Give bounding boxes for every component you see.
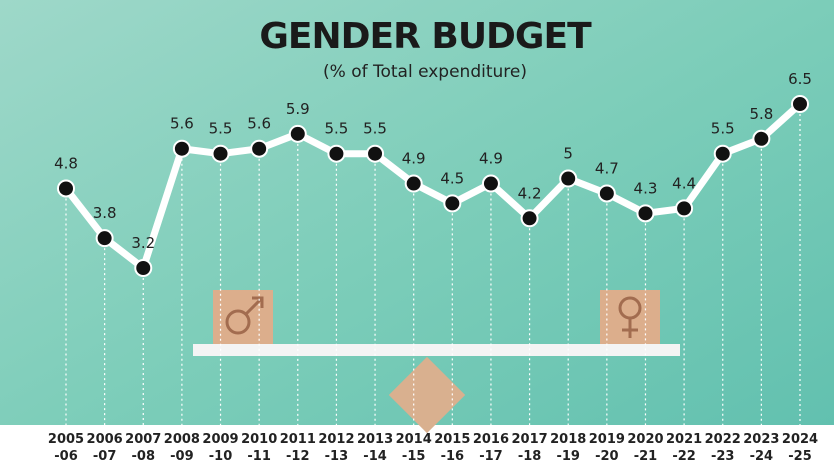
value-label: 4.9 <box>402 150 426 168</box>
x-tick-label: -16 <box>441 449 465 464</box>
value-label: 5 <box>563 145 573 163</box>
value-label: 4.2 <box>518 184 542 202</box>
chart-title: GENDER BUDGET <box>259 16 592 57</box>
value-label: 5.5 <box>324 120 348 138</box>
x-tick-label: 2014 <box>396 432 432 447</box>
x-tick-label: 2009 <box>202 432 238 447</box>
x-tick-label: 2021 <box>666 432 702 447</box>
point <box>251 141 267 157</box>
value-label: 4.4 <box>672 174 696 192</box>
x-tick-label: -20 <box>595 449 619 464</box>
x-tick-label: -18 <box>518 449 542 464</box>
value-label: 4.3 <box>634 179 658 197</box>
x-tick-label: 2015 <box>434 432 470 447</box>
point <box>367 146 383 162</box>
x-tick-label: 2023 <box>743 432 779 447</box>
x-tick-label: 2011 <box>280 432 316 447</box>
x-tick-label: -21 <box>634 449 658 464</box>
x-tick-label: -23 <box>711 449 735 464</box>
value-label: 5.5 <box>209 120 233 138</box>
point <box>560 171 576 187</box>
value-label: 5.5 <box>363 120 387 138</box>
value-label: 3.2 <box>131 234 155 252</box>
x-tick-label: 2018 <box>550 432 586 447</box>
point <box>753 131 769 147</box>
point <box>97 230 113 246</box>
x-tick-label: 2017 <box>511 432 547 447</box>
point <box>637 205 653 221</box>
point <box>676 200 692 216</box>
value-label: 4.9 <box>479 150 503 168</box>
x-tick-label: 2010 <box>241 432 277 447</box>
point <box>213 146 229 162</box>
x-tick-label: 2022 <box>705 432 741 447</box>
value-label: 5.9 <box>286 100 310 118</box>
x-tick-label: 2007 <box>125 432 161 447</box>
x-tick-label: -19 <box>556 449 580 464</box>
point <box>522 210 538 226</box>
x-tick-label: -06 <box>54 449 78 464</box>
x-tick-label: 2024 <box>782 432 818 447</box>
value-label: 5.6 <box>170 115 194 133</box>
point <box>599 185 615 201</box>
value-label: 5.5 <box>711 120 735 138</box>
x-tick-label: -11 <box>247 449 271 464</box>
x-tick-label: 2020 <box>627 432 663 447</box>
x-tick-label: -10 <box>209 449 233 464</box>
value-label: 4.5 <box>440 169 464 187</box>
x-tick-label: 2006 <box>87 432 123 447</box>
value-label: 6.5 <box>788 70 812 88</box>
value-label: 4.8 <box>54 154 78 172</box>
point <box>444 195 460 211</box>
point <box>483 176 499 192</box>
x-tick-label: -09 <box>170 449 194 464</box>
x-tick-label: -25 <box>788 449 812 464</box>
x-tick-label: -07 <box>93 449 117 464</box>
male-block <box>213 290 273 344</box>
x-tick-label: 2008 <box>164 432 200 447</box>
x-tick-label: -13 <box>325 449 349 464</box>
point <box>135 260 151 276</box>
point <box>290 126 306 142</box>
x-tick-label: 2016 <box>473 432 509 447</box>
x-tick-label: 2005 <box>48 432 84 447</box>
x-tick-label: -12 <box>286 449 310 464</box>
x-tick-label: 2013 <box>357 432 393 447</box>
point <box>328 146 344 162</box>
point <box>406 176 422 192</box>
point <box>174 141 190 157</box>
point <box>792 96 808 112</box>
point <box>58 180 74 196</box>
point <box>715 146 731 162</box>
x-tick-label: -15 <box>402 449 426 464</box>
value-label: 3.8 <box>93 204 117 222</box>
x-tick-label: -22 <box>672 449 696 464</box>
value-label: 5.6 <box>247 115 271 133</box>
x-tick-label: 2012 <box>318 432 354 447</box>
x-tick-label: -08 <box>132 449 156 464</box>
value-label: 5.8 <box>749 105 773 123</box>
chart: GENDER BUDGET (% of Total expenditure) 4… <box>0 0 834 473</box>
x-tick-label: -14 <box>363 449 387 464</box>
x-tick-label: -24 <box>750 449 774 464</box>
chart-subtitle: (% of Total expenditure) <box>323 62 527 82</box>
value-label: 4.7 <box>595 159 619 177</box>
x-tick-label: -17 <box>479 449 503 464</box>
x-tick-label: 2019 <box>589 432 625 447</box>
